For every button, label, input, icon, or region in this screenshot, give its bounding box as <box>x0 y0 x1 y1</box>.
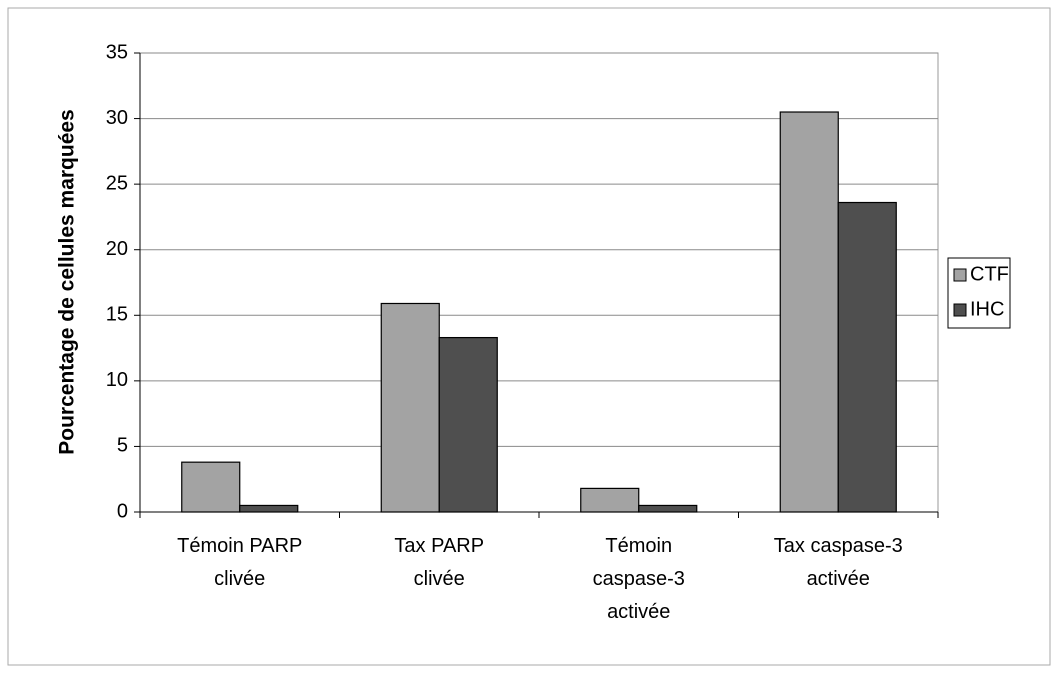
bar <box>438 336 498 513</box>
x-tick-label: Tax PARP clivée <box>394 535 484 590</box>
bar <box>638 504 698 513</box>
legend-label: IHC <box>970 298 1004 320</box>
y-tick-label: 0 <box>117 500 128 522</box>
y-tick-label: 35 <box>106 41 128 63</box>
y-tick-label: 30 <box>106 107 128 129</box>
bar <box>779 111 839 513</box>
legend-swatch <box>953 303 967 317</box>
y-axis-title: Pourcentage de cellules marquées <box>56 109 79 454</box>
y-tick-label: 25 <box>106 172 128 194</box>
bar <box>239 504 299 513</box>
y-tick-label: 20 <box>106 238 128 260</box>
bar <box>580 487 640 513</box>
bar <box>181 461 241 513</box>
bar <box>380 302 440 513</box>
y-tick-label: 10 <box>106 369 128 391</box>
y-tick-label: 5 <box>117 435 128 457</box>
y-tick-label: 15 <box>106 304 128 326</box>
x-tick-label: Témoin caspase-3 activée <box>593 535 685 623</box>
legend-swatch <box>953 268 967 282</box>
legend-label: CTF <box>970 263 1009 285</box>
x-tick-label: Tax caspase-3 activée <box>774 535 903 590</box>
bar <box>837 201 897 513</box>
x-tick-label: Témoin PARP clivée <box>177 535 302 590</box>
